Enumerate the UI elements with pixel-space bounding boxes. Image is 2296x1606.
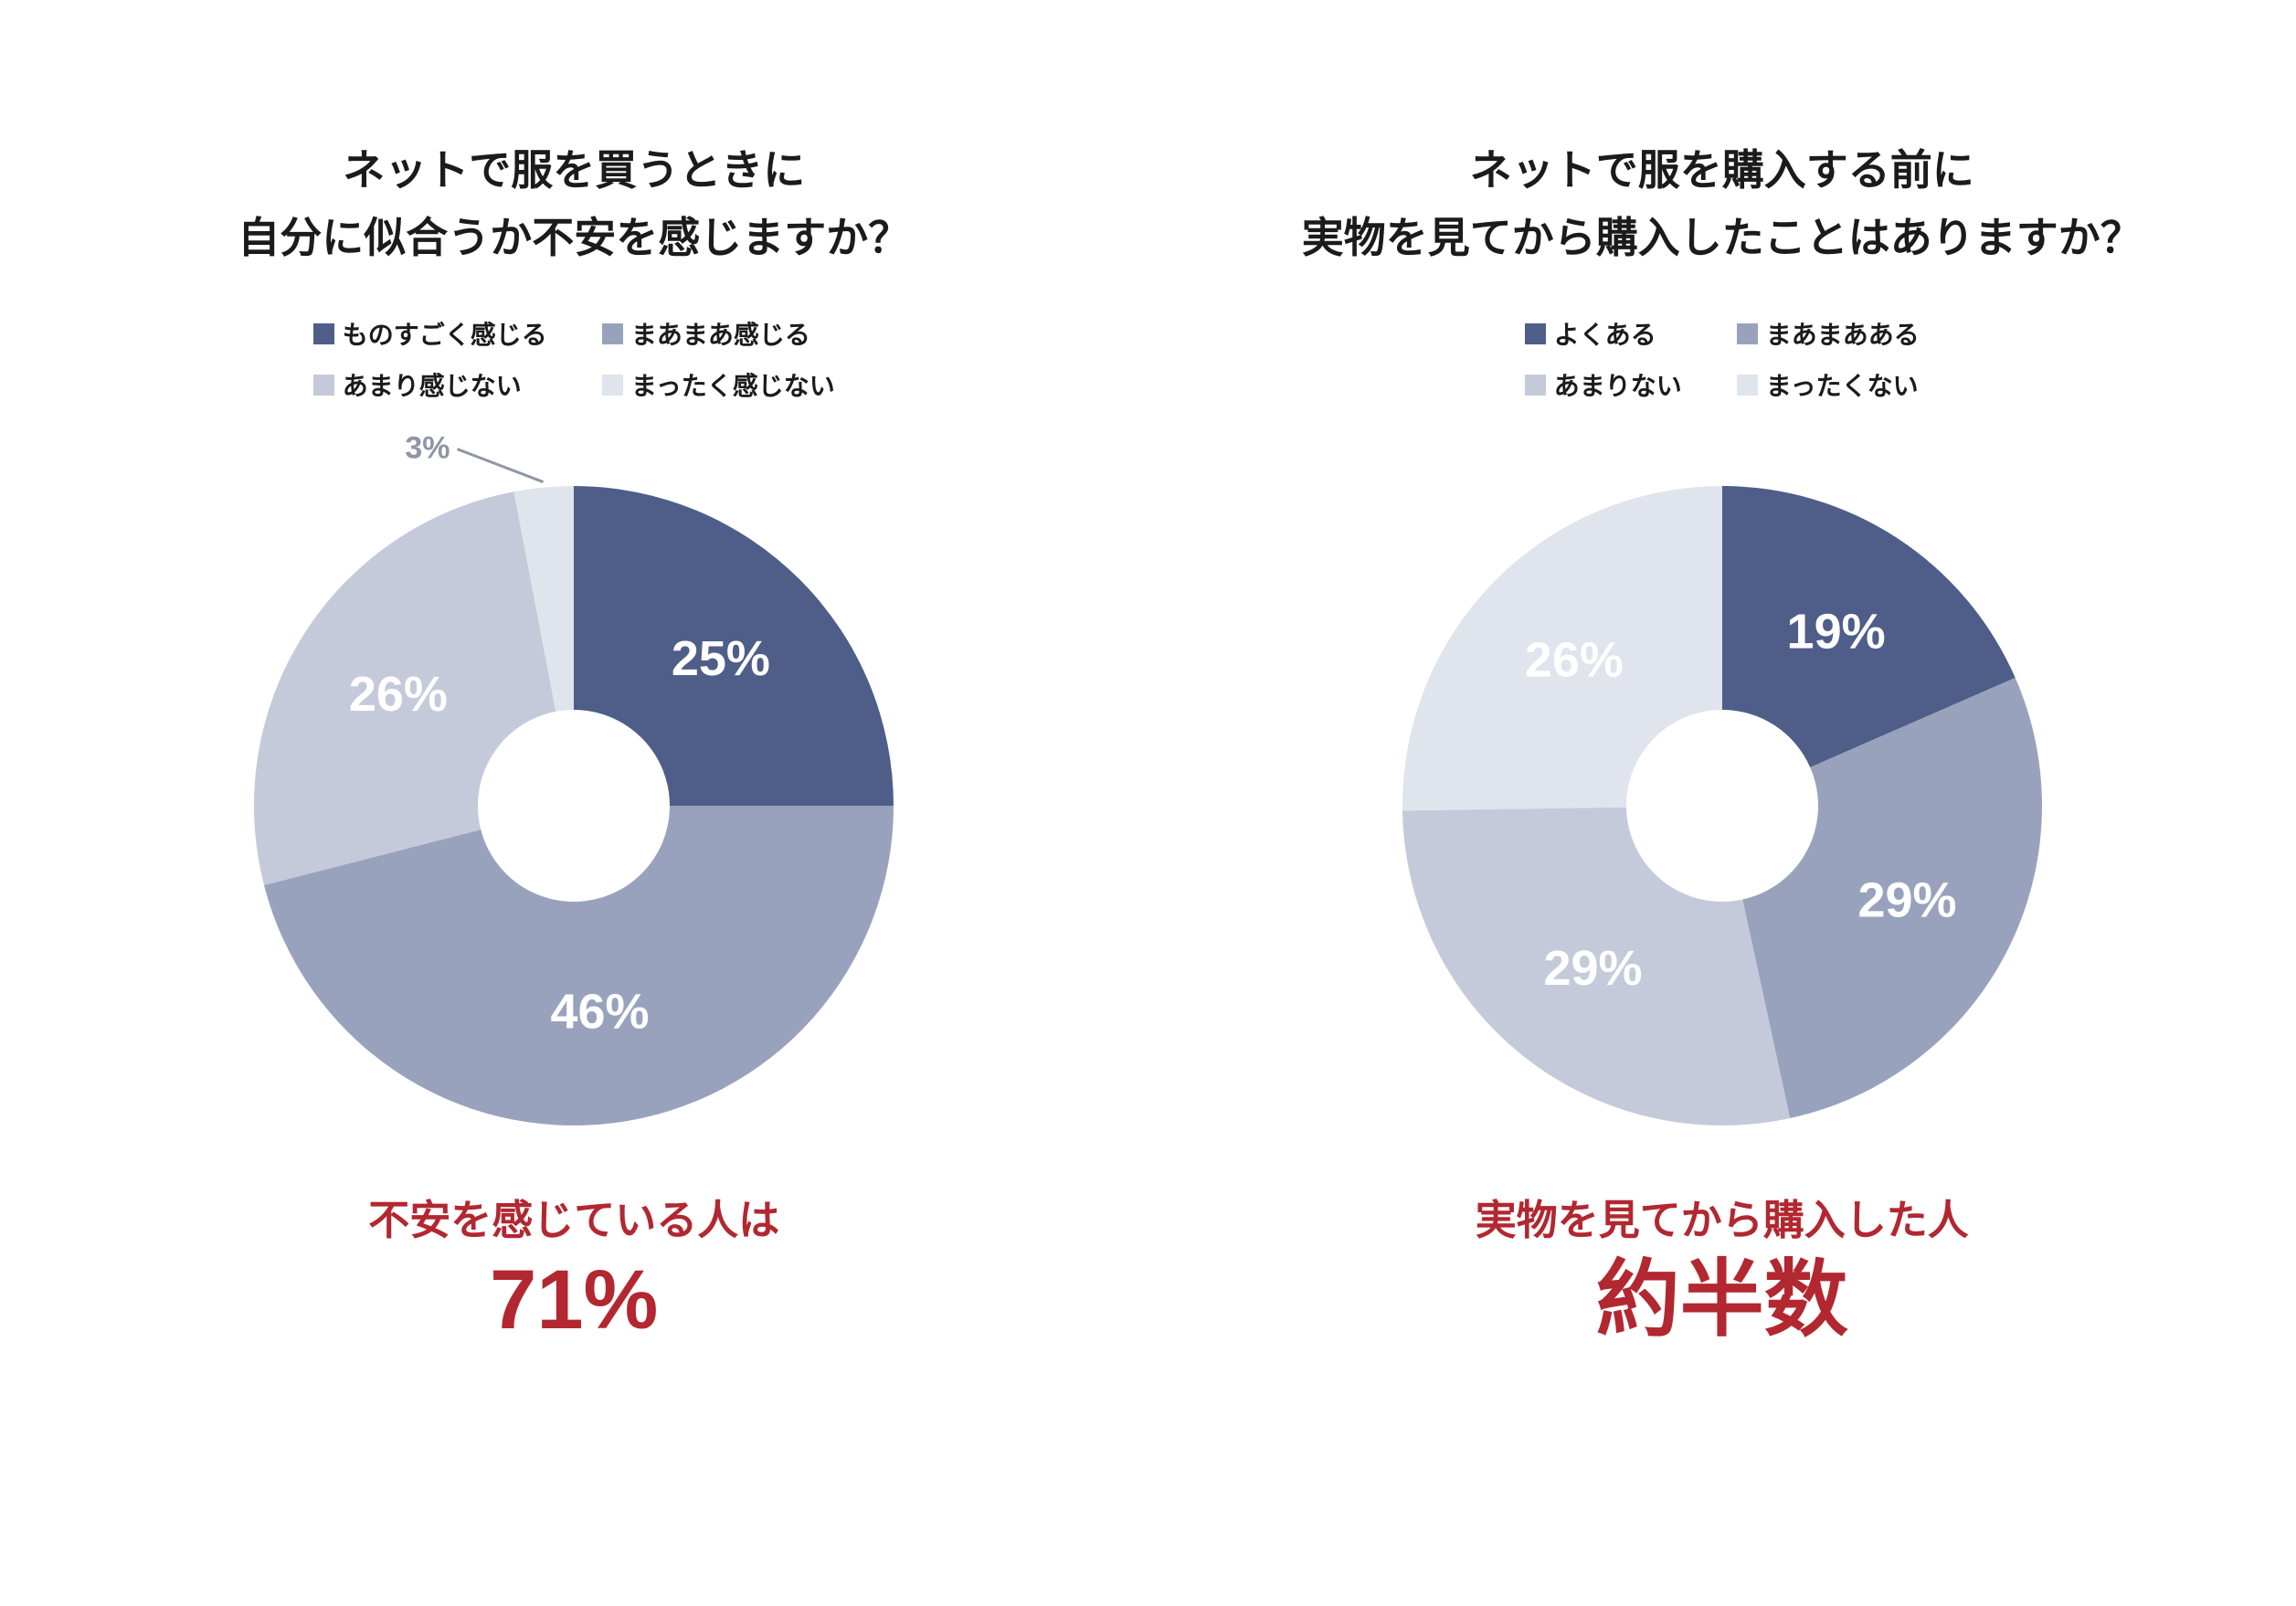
legend-label: あまり感じない [342, 372, 522, 401]
annotation-text: 実物を見てから購入した人 [1475, 1197, 1969, 1244]
legend-label: まったく感じない [630, 372, 835, 401]
slice-value-label: 29% [1857, 873, 1956, 928]
legend-item: よくある [1524, 315, 1682, 352]
pie-slice-0 [1721, 486, 2016, 768]
legend-label: まあまあ感じる [630, 321, 810, 350]
pie-slice-2 [1402, 807, 1790, 1126]
pie-slice-2 [254, 491, 556, 886]
donut-chart-anxiety: 25% 46% 26% 3% [254, 431, 894, 1126]
chart-title-line: 自分に似合うか不安を感じますか？ [238, 213, 911, 261]
slice-value-label: 29% [1543, 941, 1642, 996]
legend-item: まったく感じない [601, 366, 835, 403]
slice-value-label: 25% [672, 631, 770, 686]
legend-swatch [601, 322, 623, 344]
legend-item: あまり感じない [312, 366, 547, 403]
legend-swatch [1524, 322, 1546, 344]
legend-seen-in-person: よくある まあまあある あまりない まったくない [1524, 315, 1920, 403]
legend-swatch [312, 374, 334, 396]
legend-item: あまりない [1524, 366, 1682, 403]
slice-value-label: 26% [1525, 633, 1624, 688]
legend-item: まあまあある [1736, 315, 1920, 352]
slice-value-label: 26% [349, 667, 448, 722]
legend-swatch [601, 374, 623, 396]
chart-title-line: ネットで服を購入する前に [1469, 146, 1974, 194]
chart-title-seen-in-person: ネットで服を購入する前に 実物を見てから購入したことはありますか？ [1302, 137, 2143, 271]
pie-slice-3 [1402, 486, 1722, 811]
legend-label: あまりない [1553, 372, 1682, 401]
donut-chart-seen-in-person: 19% 29% 29% 26% [1402, 486, 2042, 1126]
pie-slice-1 [264, 806, 894, 1126]
legend-swatch [1736, 322, 1758, 344]
pie-slice-3 [513, 486, 575, 713]
chart-title-anxiety: ネットで服を買うときに 自分に似合うか不安を感じますか？ [238, 137, 910, 271]
label-leader-line [457, 448, 545, 484]
slice-value-label: 19% [1786, 605, 1885, 660]
legend-item: ものすごく感じる [312, 315, 547, 352]
annotation-seen-in-person: 実物を見てから購入した人 約半数 [1476, 1194, 1969, 1353]
legend-swatch [1524, 374, 1546, 396]
legend-label: まあまあある [1765, 321, 1920, 350]
pie-slice-0 [574, 486, 894, 807]
annotation-text: 不安を感じている人は [368, 1197, 780, 1244]
slice-value-label-outside: 3% [406, 431, 450, 466]
legend-item: まったくない [1736, 366, 1920, 403]
chart-title-line: 実物を見てから購入したことはありますか？ [1301, 213, 2143, 261]
slice-value-label: 46% [551, 985, 650, 1040]
annotation-value: 約半数 [1595, 1252, 1848, 1347]
legend-label: よくある [1553, 321, 1656, 350]
pie-slice-1 [1741, 678, 2042, 1119]
legend-item: まあまあ感じる [601, 315, 835, 352]
annotation-value: 71% [490, 1252, 659, 1347]
legend-swatch [312, 322, 334, 344]
annotation-anxiety: 不安を感じている人は 71% [368, 1194, 779, 1353]
legend-label: ものすごく感じる [342, 321, 547, 350]
legend-swatch [1736, 374, 1758, 396]
chart-column-seen-in-person: ネットで服を購入する前に 実物を見てから購入したことはありますか？ よくある ま… [1148, 0, 2296, 1606]
chart-column-anxiety: ネットで服を買うときに 自分に似合うか不安を感じますか？ ものすごく感じる まあ… [238, 137, 910, 1353]
legend-label: まったくない [1765, 372, 1919, 401]
chart-title-line: ネットで服を買うときに [343, 146, 806, 194]
legend-anxiety: ものすごく感じる まあまあ感じる あまり感じない まったく感じない [312, 315, 835, 403]
